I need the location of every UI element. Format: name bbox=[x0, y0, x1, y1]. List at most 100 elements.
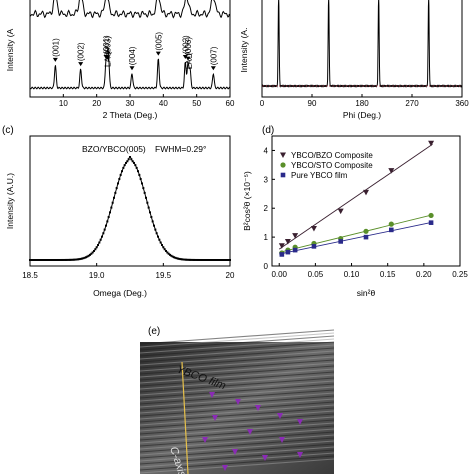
panel-c-data-point bbox=[78, 258, 81, 261]
lattice-fringe bbox=[139, 368, 335, 384]
panel-b-baseline-point bbox=[322, 85, 324, 87]
panel-c-tick-label: 18.5 bbox=[22, 271, 38, 280]
panel-b-baseline-point bbox=[422, 85, 424, 87]
panel-b-baseline-point bbox=[315, 85, 318, 87]
panel-d-fit-line bbox=[279, 221, 433, 255]
panel-c-tick-label: 20 bbox=[226, 271, 235, 280]
defect-marker bbox=[279, 437, 285, 443]
panel-c-data-point bbox=[130, 158, 133, 161]
panel-c-data-point bbox=[209, 258, 211, 261]
panel-d-data-point bbox=[284, 238, 291, 245]
panel-d-data-point bbox=[363, 228, 369, 234]
panel-a-peak-marker bbox=[155, 51, 161, 56]
panel-b: Intensity (A. Phi (Deg.) 0 90 180 270 360 bbox=[239, 0, 469, 120]
panel-c-data-point bbox=[171, 255, 174, 258]
panel-c-data-point bbox=[155, 232, 158, 235]
panel-c-data-point bbox=[57, 258, 59, 261]
panel-c-data-point bbox=[173, 256, 175, 259]
panel-a-peak-labels: (001) (002) (001)(003)LAO (004)(005) (002)(0… bbox=[51, 32, 218, 71]
panel-b-baseline-point bbox=[342, 85, 344, 87]
panel-d-ytick-label: 2 bbox=[264, 204, 269, 213]
panel-a-peak-label: LAO bbox=[104, 51, 113, 67]
panel-c-data-point bbox=[167, 252, 170, 255]
panel-c-data-point bbox=[190, 258, 193, 261]
panel-b-baseline-point bbox=[379, 85, 381, 87]
lattice-fringe bbox=[139, 389, 335, 405]
lattice-fringe bbox=[139, 455, 335, 471]
panel-c-data-point bbox=[35, 259, 38, 261]
panel-e: (e) YBCO film C-axis bbox=[139, 326, 335, 474]
panel-d-ytick-label: 1 bbox=[264, 233, 269, 242]
panel-c-data-point bbox=[157, 235, 159, 238]
panel-c-data-point bbox=[158, 238, 161, 241]
panel-c-fwhm: FWHM=0.29° bbox=[155, 144, 206, 154]
panel-a-peak-label: (003) bbox=[104, 36, 113, 55]
lattice-fringe bbox=[139, 371, 335, 387]
panel-c-data-point bbox=[163, 248, 166, 251]
panel-c-data-point bbox=[62, 258, 65, 261]
panel-a-peak-marker bbox=[185, 56, 191, 61]
panel-c-data-point bbox=[85, 256, 87, 259]
panel-c-data-point bbox=[146, 201, 149, 204]
panel-a-peak-marker bbox=[182, 54, 188, 59]
panel-c-xticks: 18.5 19.0 19.5 20 bbox=[22, 263, 235, 280]
panel-c-data-point bbox=[66, 258, 69, 261]
panel-d-data-point bbox=[428, 140, 435, 147]
panel-a-ylabel: Intensity (A bbox=[5, 28, 15, 71]
panel-c-data-point bbox=[114, 191, 117, 194]
lattice-fringe bbox=[139, 425, 335, 441]
panel-b-baseline-point bbox=[455, 85, 458, 87]
panel-b-baseline-point bbox=[319, 85, 321, 87]
panel-a-peak-marker bbox=[105, 55, 111, 60]
panel-b-baseline-point bbox=[399, 85, 401, 87]
panel-d-data-point bbox=[428, 220, 434, 225]
defect-marker bbox=[297, 419, 303, 425]
panel-d-xtick-label: 0.10 bbox=[344, 270, 360, 279]
panel-c-data-point bbox=[90, 252, 93, 255]
panel-b-baseline-point bbox=[429, 85, 431, 87]
lattice-fringe bbox=[139, 329, 335, 345]
panel-c-data-point bbox=[122, 166, 125, 169]
panel-c-data-point bbox=[185, 258, 187, 261]
panel-d-data-point bbox=[337, 208, 344, 215]
panel-c-data-point bbox=[102, 232, 105, 235]
panel-c-data-point bbox=[109, 211, 111, 214]
lattice-fringe bbox=[139, 341, 335, 357]
panel-c-data-point bbox=[86, 255, 89, 258]
panel-c-data-point bbox=[153, 224, 155, 227]
panel-d-data-point bbox=[279, 252, 285, 257]
panel-c-data-point bbox=[221, 258, 223, 261]
panel-b-baseline-point bbox=[432, 85, 434, 87]
lattice-fringe bbox=[139, 401, 335, 417]
panel-c-data-point bbox=[143, 191, 146, 194]
panel-c-data-point bbox=[186, 258, 189, 261]
panel-c-data-point bbox=[226, 259, 229, 261]
panel-c-data-point bbox=[147, 206, 150, 209]
panel-c-data-point bbox=[138, 173, 141, 176]
panel-c-data-point bbox=[121, 170, 123, 173]
panel-b-baseline-point bbox=[362, 85, 364, 87]
panel-d-xtick-label: 0.25 bbox=[452, 270, 468, 279]
panel-d-legend-marker bbox=[280, 162, 286, 168]
lattice-fringe bbox=[139, 440, 335, 456]
lattice-fringe bbox=[139, 446, 335, 462]
panel-c-data-point bbox=[125, 161, 127, 164]
lattice-fringe bbox=[139, 365, 335, 381]
panel-c-data-point bbox=[91, 251, 94, 254]
panel-b-baseline-point bbox=[415, 85, 418, 87]
panel-c-data-point bbox=[111, 201, 114, 204]
panel-c-data-point bbox=[154, 228, 157, 231]
panel-c-data-point bbox=[83, 256, 86, 259]
panel-c-data-point bbox=[58, 258, 61, 261]
panel-b-baseline-point bbox=[395, 85, 398, 87]
defect-marker bbox=[202, 437, 208, 443]
panel-c-data-point bbox=[215, 258, 218, 261]
panel-b-baseline-point bbox=[435, 85, 438, 87]
panel-c-data-point bbox=[159, 241, 162, 244]
defect-marker bbox=[209, 392, 215, 398]
panel-a-peak-label: (001) bbox=[51, 38, 60, 57]
lattice-fringe bbox=[139, 404, 335, 420]
panel-b-baseline-point bbox=[352, 85, 354, 87]
panel-c-data-point bbox=[170, 254, 173, 257]
lattice-fringe bbox=[139, 359, 335, 375]
